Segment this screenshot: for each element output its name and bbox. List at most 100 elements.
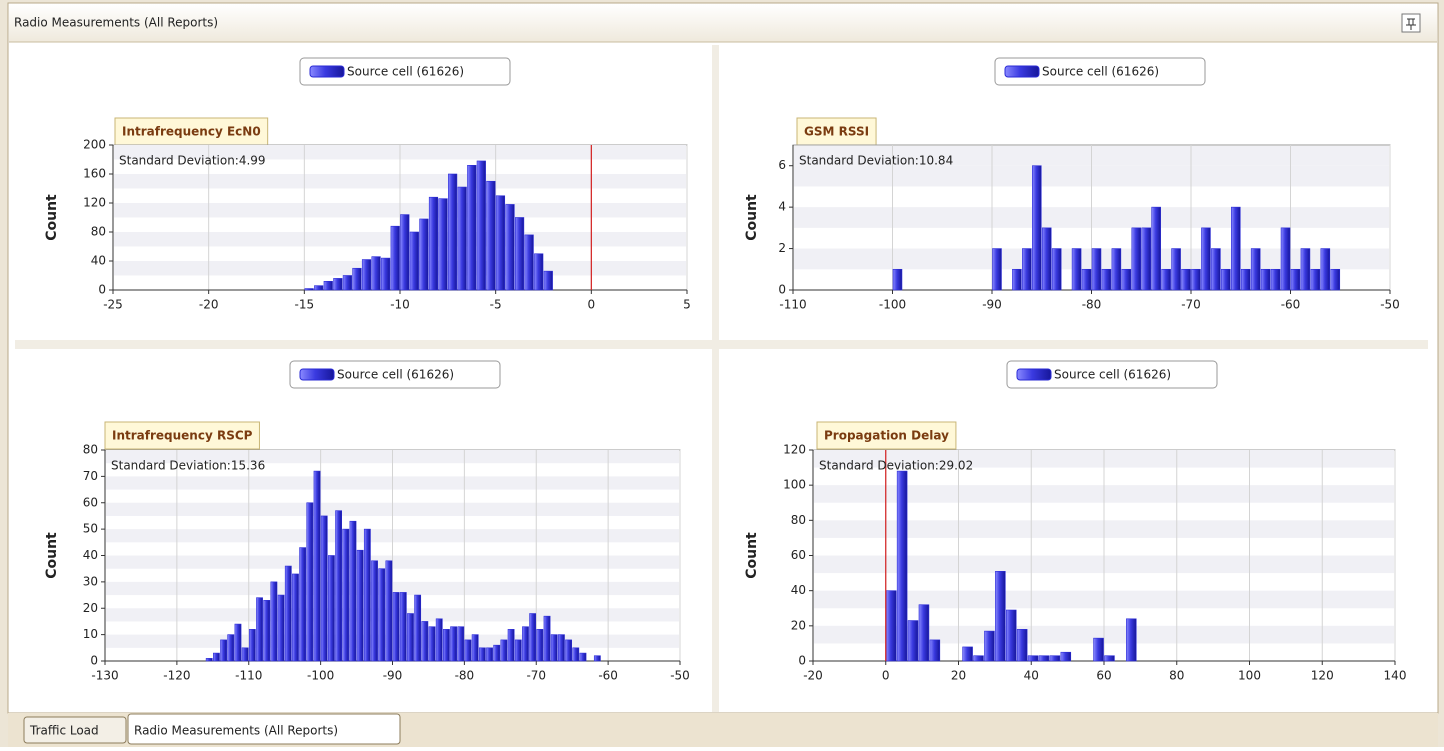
tab[interactable] [23, 716, 127, 744]
bar [361, 259, 372, 291]
bar [1310, 268, 1321, 291]
bar [313, 470, 321, 662]
bar [304, 288, 314, 291]
title-bar [9, 4, 1437, 42]
bar [1171, 248, 1181, 291]
bar [299, 547, 307, 662]
x-tick-label: -80 [455, 669, 475, 683]
bar [896, 470, 908, 662]
v-splitter[interactable] [712, 45, 719, 712]
bar [409, 231, 419, 291]
bar [907, 620, 919, 662]
bar [421, 621, 429, 662]
bar [428, 196, 439, 291]
bar [320, 515, 328, 662]
bar [314, 285, 324, 291]
y-axis-label: Count [744, 532, 760, 579]
x-tick-label: -120 [163, 669, 190, 683]
bar [399, 592, 407, 662]
y-tick-label: 120 [83, 196, 106, 210]
tab-label[interactable]: Radio Measurements (All Reports) [134, 724, 338, 738]
bar [1022, 248, 1032, 291]
bar [1060, 651, 1072, 662]
x-tick-label: 0 [588, 298, 596, 312]
legend-swatch [1004, 65, 1040, 78]
x-tick-label: 60 [1096, 669, 1111, 683]
y-tick-label: 80 [91, 225, 106, 239]
legend-swatch [299, 368, 335, 381]
bar [1051, 248, 1062, 291]
x-tick-label: -50 [670, 669, 690, 683]
bar [1330, 268, 1341, 291]
y-axis-label: Count [44, 532, 60, 579]
bar [1221, 268, 1231, 291]
bar [1270, 268, 1281, 291]
h-splitter[interactable] [15, 340, 1428, 349]
tab-label[interactable]: Traffic Load [29, 724, 99, 738]
bar [385, 560, 393, 662]
x-tick-label: 20 [951, 669, 966, 683]
bar [371, 560, 378, 662]
y-tick-label: 0 [778, 283, 786, 297]
x-tick-label: -60 [1281, 298, 1301, 312]
legend-box [1006, 360, 1218, 389]
pin-icon [1406, 18, 1416, 30]
bar [1141, 227, 1151, 291]
bar [471, 634, 479, 662]
legend-box [289, 360, 501, 389]
x-tick-label: -70 [526, 669, 546, 683]
legend-label: Source cell (61626) [1042, 65, 1159, 79]
bar [1181, 268, 1191, 291]
x-tick-label: -130 [91, 669, 118, 683]
bar [392, 592, 400, 662]
x-tick-label: -50 [1380, 298, 1400, 312]
bar [438, 198, 448, 291]
y-axis-label: Count [44, 194, 60, 241]
legend-swatch [309, 65, 345, 78]
bar [234, 623, 242, 662]
legend-box [299, 57, 511, 86]
bar [992, 248, 1002, 291]
chart-title: Propagation Delay [824, 429, 949, 443]
bar [486, 180, 496, 291]
tab-active[interactable] [127, 713, 401, 745]
bar [1240, 268, 1251, 291]
bar [500, 639, 508, 662]
y-tick-label: 20 [791, 618, 806, 632]
bar [929, 639, 941, 662]
bar [328, 555, 335, 662]
bar [1260, 268, 1271, 291]
bar [885, 590, 897, 662]
x-tick-label: -20 [803, 669, 823, 683]
bar [428, 626, 436, 662]
y-tick-label: 60 [83, 495, 98, 509]
x-tick-label: 40 [1024, 669, 1039, 683]
bar [342, 275, 352, 291]
y-tick-label: 160 [83, 167, 106, 181]
bar [1012, 268, 1022, 291]
title-tab [114, 117, 269, 146]
bar [213, 652, 220, 662]
y-tick-label: 0 [90, 654, 98, 668]
annotation: Standard Deviation:4.99 [119, 154, 266, 168]
bar [256, 597, 263, 662]
bar [534, 253, 544, 291]
y-tick-label: 0 [798, 654, 806, 668]
bar [514, 217, 525, 291]
bar [363, 528, 371, 662]
chart-title: Intrafrequency RSCP [112, 429, 253, 443]
bar [1027, 655, 1039, 662]
pin-button[interactable] [1401, 13, 1421, 33]
x-tick-label: 80 [1169, 669, 1184, 683]
y-tick-label: 60 [791, 548, 806, 562]
bar [529, 613, 537, 662]
y-tick-label: 80 [791, 513, 806, 527]
bar [995, 571, 1006, 662]
bar [378, 568, 386, 662]
bar [543, 615, 551, 662]
bar [1104, 655, 1115, 662]
bar [476, 160, 486, 291]
bar [248, 629, 256, 662]
bar [450, 626, 457, 662]
